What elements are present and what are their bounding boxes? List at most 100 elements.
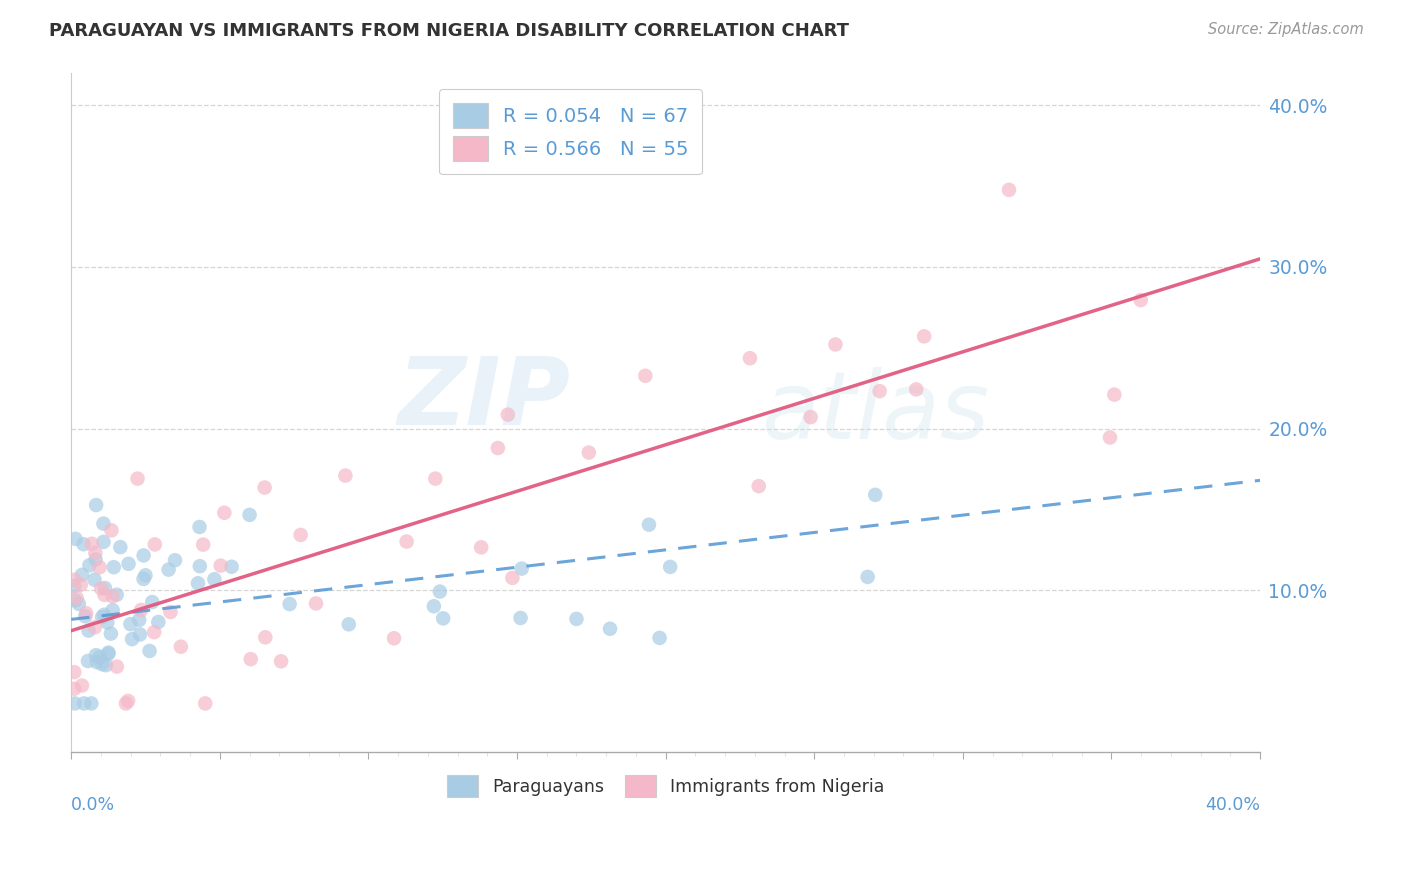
Point [75,606,97,620]
Point [188,520,211,534]
Point [63,665,86,680]
Point [425,472,447,486]
Point [96,615,118,630]
Point [93,516,115,531]
Point [100,524,122,538]
Point [65,532,87,546]
Point [865,488,887,502]
Point [66,591,89,605]
Point [128,613,150,627]
Point [115,697,138,711]
Point [83,573,105,587]
Point [65,593,87,607]
Point [97,647,120,661]
Point [105,659,128,673]
Point [63,681,86,696]
Point [254,630,277,644]
Point [89,650,111,665]
Point [70,679,93,693]
Point [170,640,193,654]
Point [80,697,103,711]
Text: Source: ZipAtlas.com: Source: ZipAtlas.com [1208,22,1364,37]
Point [77,624,100,638]
Point [83,620,105,634]
Point [148,615,170,629]
Point [84,498,107,512]
Point [510,561,533,575]
Point [382,632,405,646]
Point [565,612,588,626]
Point [163,553,186,567]
Point [80,537,103,551]
Point [110,540,132,554]
Point [143,537,166,551]
Text: atlas: atlas [761,367,988,458]
Point [94,581,117,595]
Point [67,597,90,611]
Point [278,597,301,611]
Point [214,506,236,520]
Point [84,648,107,662]
Point [132,549,155,563]
Point [659,560,682,574]
Point [204,572,226,586]
Text: ZIP: ZIP [398,353,571,445]
Point [101,590,124,604]
Point [429,584,451,599]
Point [496,408,519,422]
Point [856,570,879,584]
Point [132,572,155,586]
Point [395,534,418,549]
Point [912,329,935,343]
Point [63,573,86,587]
Point [117,557,139,571]
Point [117,694,139,708]
Point [501,571,523,585]
Point [432,611,454,625]
Point [470,541,492,555]
Point [599,622,621,636]
Point [63,579,86,593]
Point [63,697,86,711]
Point [824,337,846,351]
Point [70,567,93,582]
Point [638,517,661,532]
Point [94,658,117,673]
Point [89,560,111,574]
Point [121,632,143,647]
Point [193,538,215,552]
Point [1129,293,1152,307]
Point [423,599,446,614]
Point [157,563,180,577]
Point [79,558,101,573]
Point [105,588,128,602]
Point [238,508,260,522]
Point [869,384,891,399]
Point [905,383,928,397]
Point [159,605,181,619]
Point [143,625,166,640]
Point [738,351,761,366]
Point [103,560,125,574]
Point [72,537,94,551]
Point [138,644,160,658]
Point [84,546,107,560]
Point [75,609,97,624]
Point [221,559,243,574]
Point [998,183,1021,197]
Point [84,552,107,566]
Point [127,472,149,486]
Point [141,595,163,609]
Point [335,468,357,483]
Point [129,603,152,617]
Point [101,603,124,617]
Point [188,559,211,574]
Point [578,445,600,459]
Point [69,578,91,592]
Point [91,610,114,624]
Point [93,588,115,602]
Point [239,652,262,666]
Point [648,631,671,645]
Point [209,558,232,573]
Point [486,441,509,455]
